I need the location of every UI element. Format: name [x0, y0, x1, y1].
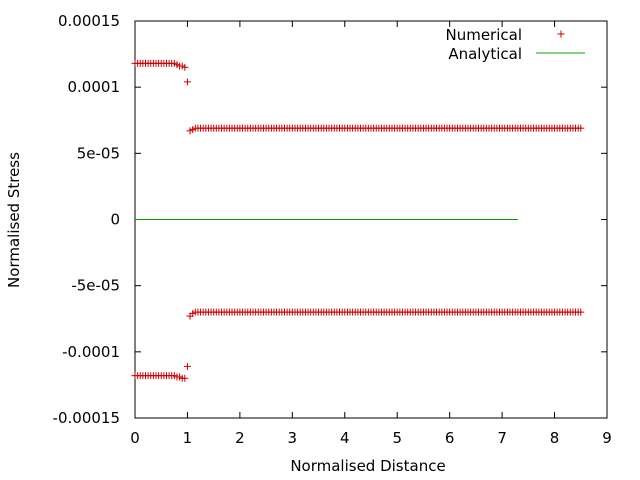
x-tick-label: 4 — [340, 429, 350, 447]
legend-marker-numerical — [557, 30, 565, 38]
y-axis-label: Normalised Stress — [5, 152, 23, 288]
data-point-numerical — [183, 362, 191, 370]
x-tick-label: 7 — [497, 429, 507, 447]
y-tick-label: 0.0001 — [68, 78, 121, 96]
y-tick-label: -0.00015 — [53, 409, 120, 427]
y-tick-label: 0.00015 — [58, 12, 120, 30]
x-axis-label: Normalised Distance — [290, 457, 445, 475]
data-point-numerical — [181, 374, 189, 382]
data-point-numerical — [577, 308, 585, 316]
x-axis-ticks: 0 1 2 3 4 5 6 7 8 9 — [130, 21, 612, 447]
legend: Numerical Analytical — [445, 26, 585, 63]
y-axis-ticks: 0.00015 0.0001 5e-05 0 -5e-05 -0.0001 -0.00015 — [53, 12, 607, 427]
series-numerical-points — [131, 59, 585, 382]
data-point-numerical — [181, 63, 189, 71]
x-tick-label: 6 — [445, 429, 455, 447]
legend-label-analytical: Analytical — [448, 45, 522, 63]
x-tick-label: 0 — [130, 429, 140, 447]
y-tick-label: 0 — [110, 211, 120, 229]
y-tick-label: -0.0001 — [62, 343, 120, 361]
x-tick-label: 8 — [550, 429, 560, 447]
legend-label-numerical: Numerical — [445, 26, 522, 44]
y-tick-label: 5e-05 — [77, 144, 120, 162]
data-point-numerical — [183, 78, 191, 86]
x-tick-label: 5 — [392, 429, 402, 447]
x-tick-label: 9 — [602, 429, 612, 447]
x-tick-label: 3 — [288, 429, 298, 447]
y-tick-label: -5e-05 — [71, 277, 120, 295]
x-tick-label: 2 — [235, 429, 245, 447]
data-point-numerical — [577, 124, 585, 132]
legend-plus-marker — [557, 30, 565, 38]
x-tick-label: 1 — [183, 429, 193, 447]
